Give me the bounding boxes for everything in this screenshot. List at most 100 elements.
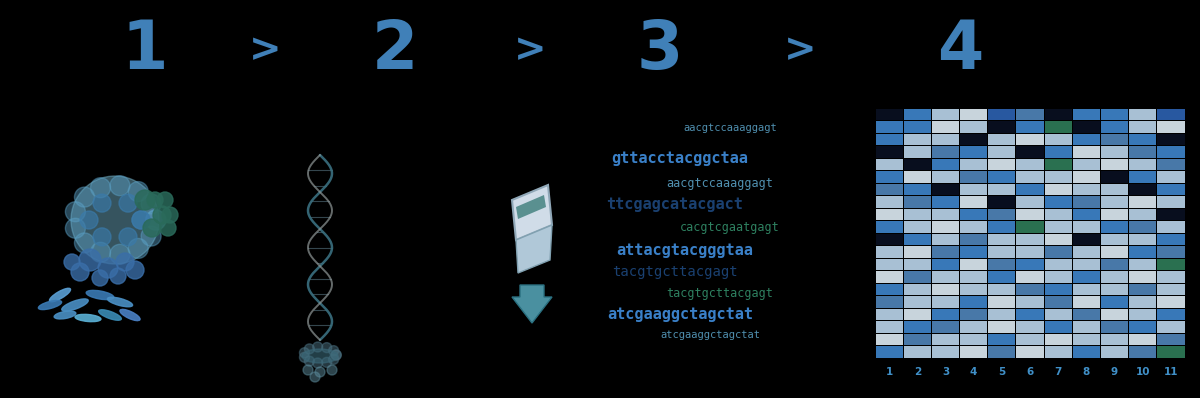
- Text: 3: 3: [942, 367, 949, 377]
- Text: 9: 9: [1111, 367, 1118, 377]
- Bar: [1129, 283, 1157, 295]
- Text: tacgtgcttacgagt: tacgtgcttacgagt: [612, 265, 738, 279]
- Bar: [960, 321, 988, 332]
- Bar: [1100, 109, 1128, 120]
- Text: 3: 3: [637, 17, 683, 83]
- Bar: [1157, 234, 1184, 245]
- Bar: [1129, 121, 1157, 133]
- Text: atcgaaggctagctat: atcgaaggctagctat: [660, 330, 760, 340]
- Ellipse shape: [120, 309, 140, 321]
- Ellipse shape: [38, 300, 61, 310]
- Circle shape: [322, 343, 331, 353]
- Bar: [1129, 209, 1157, 220]
- Bar: [960, 334, 988, 345]
- Bar: [1100, 234, 1128, 245]
- Bar: [1129, 109, 1157, 120]
- Bar: [904, 183, 931, 195]
- Bar: [932, 321, 959, 332]
- Bar: [960, 221, 988, 232]
- Bar: [1100, 271, 1128, 283]
- Bar: [1157, 258, 1184, 270]
- Bar: [1157, 158, 1184, 170]
- Bar: [932, 308, 959, 320]
- Bar: [1129, 133, 1157, 145]
- Bar: [1073, 296, 1100, 308]
- Polygon shape: [512, 185, 552, 240]
- Bar: [1073, 283, 1100, 295]
- Circle shape: [313, 358, 323, 368]
- Bar: [1016, 183, 1044, 195]
- Text: 1: 1: [121, 17, 168, 83]
- Circle shape: [119, 194, 137, 212]
- Bar: [989, 258, 1015, 270]
- Bar: [960, 271, 988, 283]
- Bar: [876, 346, 902, 357]
- Text: 8: 8: [1082, 367, 1090, 377]
- Bar: [1044, 334, 1072, 345]
- Bar: [1157, 308, 1184, 320]
- Bar: [960, 171, 988, 183]
- Bar: [876, 246, 902, 258]
- Bar: [1157, 209, 1184, 220]
- Circle shape: [322, 357, 331, 367]
- Circle shape: [128, 238, 148, 258]
- Circle shape: [71, 176, 158, 264]
- Bar: [932, 334, 959, 345]
- Bar: [1129, 246, 1157, 258]
- Bar: [932, 283, 959, 295]
- Bar: [904, 271, 931, 283]
- Circle shape: [326, 365, 337, 375]
- Bar: [1157, 196, 1184, 207]
- Polygon shape: [516, 225, 552, 273]
- Bar: [1157, 121, 1184, 133]
- Text: >: >: [514, 31, 546, 69]
- Bar: [1157, 171, 1184, 183]
- Circle shape: [305, 356, 314, 366]
- Bar: [989, 221, 1015, 232]
- Bar: [1129, 183, 1157, 195]
- Circle shape: [146, 210, 166, 230]
- Bar: [1157, 321, 1184, 332]
- Bar: [1100, 334, 1128, 345]
- Bar: [1016, 171, 1044, 183]
- Bar: [960, 209, 988, 220]
- Bar: [1100, 121, 1128, 133]
- Bar: [1016, 246, 1044, 258]
- Circle shape: [74, 187, 95, 207]
- Bar: [1016, 209, 1044, 220]
- Bar: [1073, 271, 1100, 283]
- Bar: [876, 133, 902, 145]
- Bar: [904, 171, 931, 183]
- Text: 5: 5: [998, 367, 1006, 377]
- Bar: [1100, 246, 1128, 258]
- Bar: [989, 283, 1015, 295]
- Circle shape: [143, 219, 161, 237]
- Bar: [904, 346, 931, 357]
- Bar: [876, 221, 902, 232]
- Bar: [876, 296, 902, 308]
- Bar: [904, 221, 931, 232]
- Text: aacgtccaaaggagt: aacgtccaaaggagt: [666, 176, 774, 189]
- Bar: [1073, 234, 1100, 245]
- Circle shape: [302, 365, 313, 375]
- Bar: [876, 158, 902, 170]
- Bar: [1129, 334, 1157, 345]
- Text: >: >: [784, 31, 816, 69]
- Bar: [1100, 258, 1128, 270]
- Bar: [1157, 346, 1184, 357]
- Bar: [989, 183, 1015, 195]
- Ellipse shape: [54, 311, 76, 319]
- Bar: [989, 334, 1015, 345]
- Circle shape: [90, 242, 110, 262]
- Bar: [1073, 183, 1100, 195]
- Bar: [1129, 308, 1157, 320]
- Circle shape: [142, 226, 161, 246]
- Bar: [989, 158, 1015, 170]
- Bar: [1044, 221, 1072, 232]
- Bar: [904, 246, 931, 258]
- Bar: [876, 109, 902, 120]
- Bar: [1044, 158, 1072, 170]
- Text: 6: 6: [1026, 367, 1033, 377]
- Bar: [932, 158, 959, 170]
- Circle shape: [300, 352, 310, 362]
